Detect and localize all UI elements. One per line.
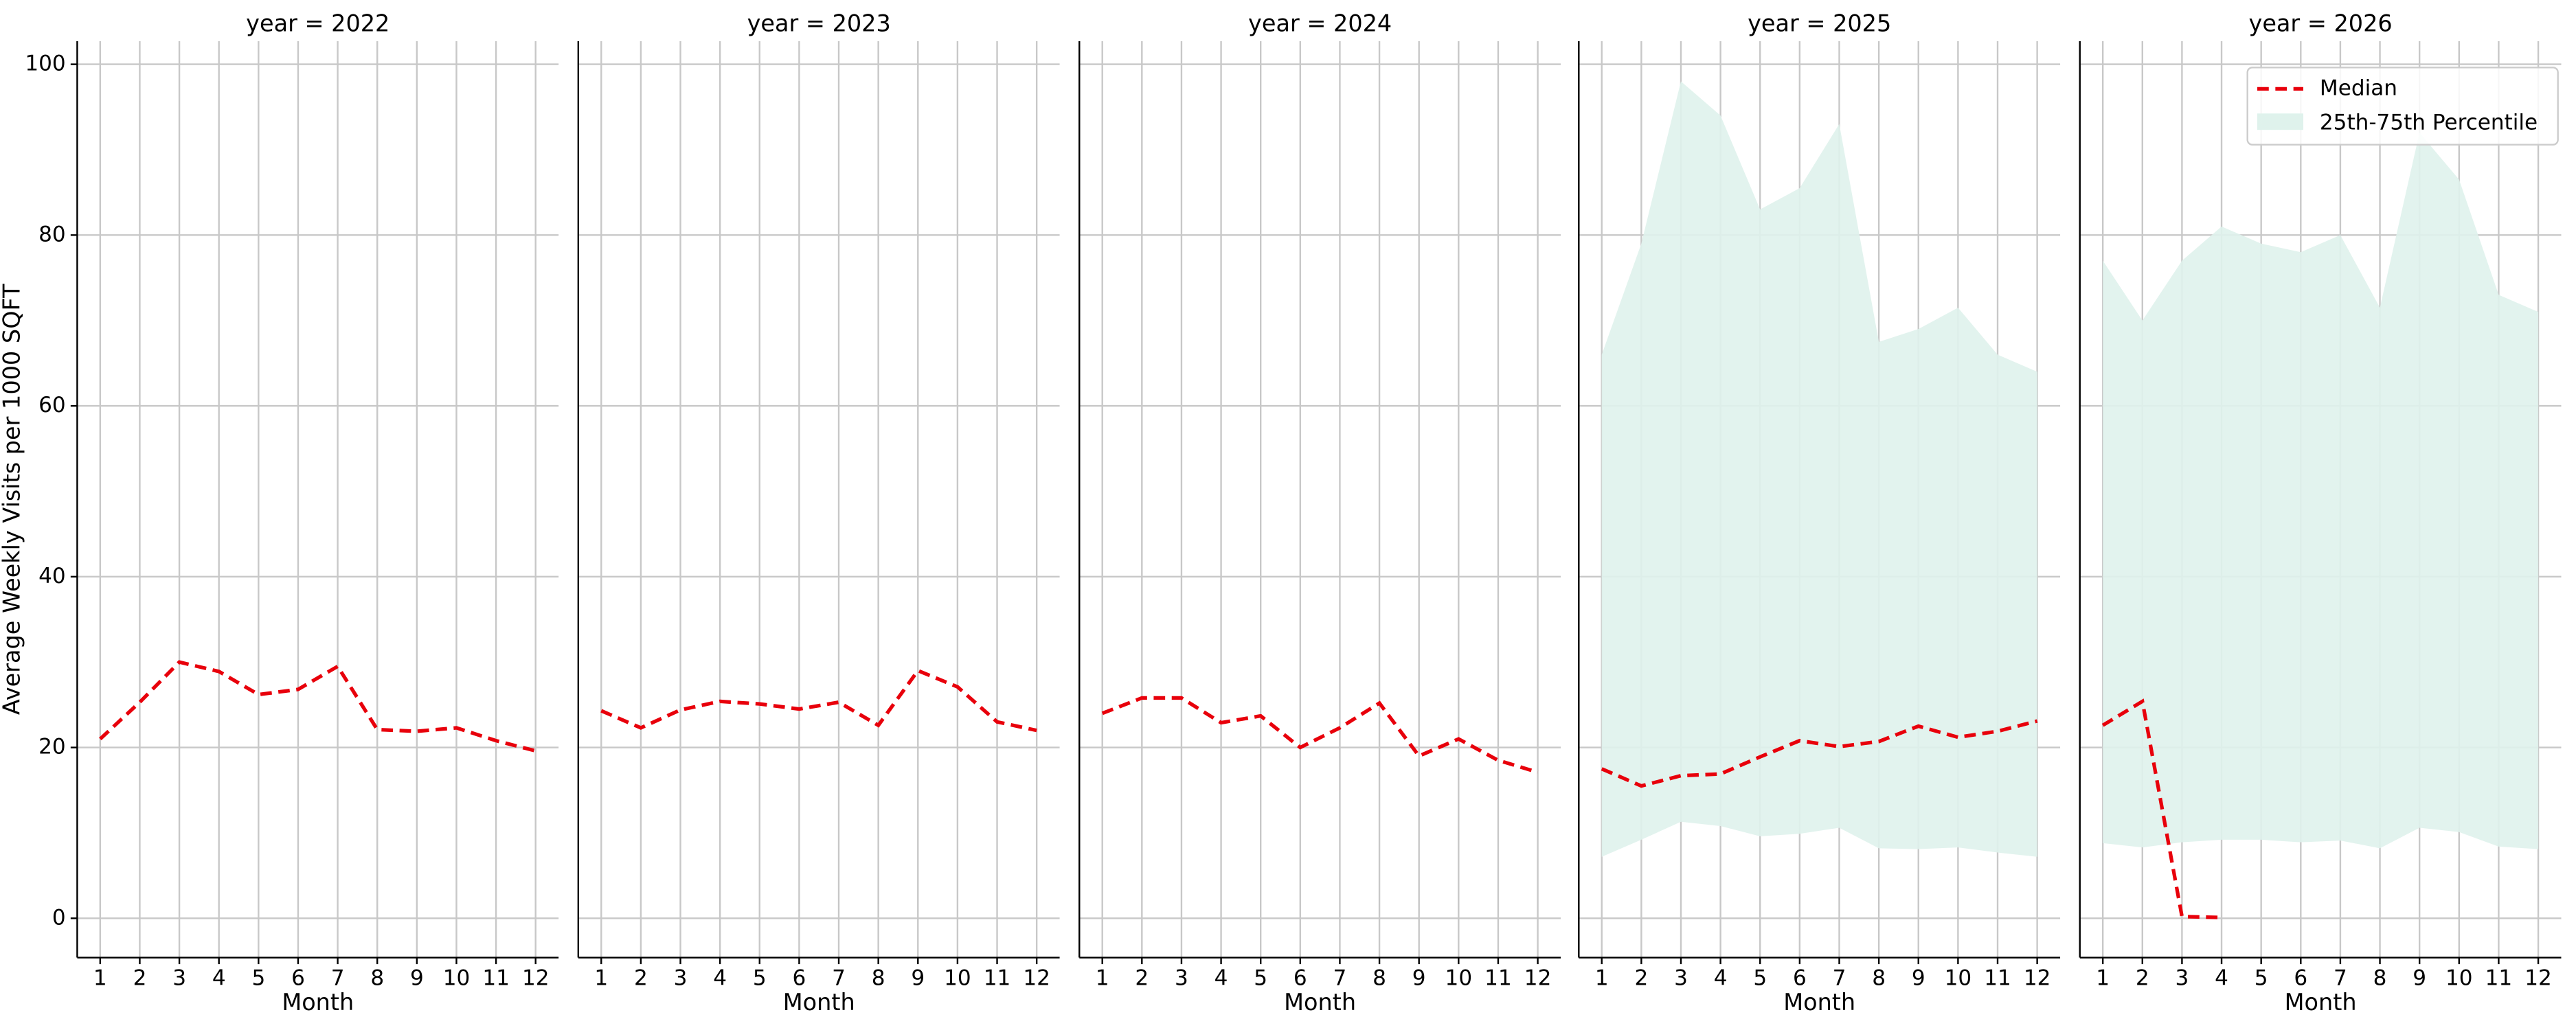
x-tick-label: 3 bbox=[674, 966, 688, 991]
x-tick-label: 2 bbox=[634, 966, 648, 991]
x-tick-label: 7 bbox=[832, 966, 846, 991]
x-tick-label: 9 bbox=[1912, 966, 1925, 991]
panel-title: year = 2025 bbox=[1748, 10, 1891, 37]
x-tick-label: 9 bbox=[1412, 966, 1426, 991]
y-tick-label: 0 bbox=[52, 905, 66, 930]
x-tick-label: 2 bbox=[133, 966, 147, 991]
x-tick-label: 6 bbox=[1793, 966, 1807, 991]
x-tick-label: 1 bbox=[93, 966, 107, 991]
y-tick-label: 40 bbox=[38, 564, 66, 588]
median-line bbox=[600, 668, 1037, 733]
panel-title: year = 2026 bbox=[2249, 10, 2393, 37]
x-tick-label: 3 bbox=[2176, 966, 2189, 991]
x-tick-label: 6 bbox=[291, 966, 305, 991]
x-tick-label: 1 bbox=[594, 966, 608, 991]
x-tick-label: 8 bbox=[370, 966, 384, 991]
y-tick-label: 100 bbox=[25, 52, 65, 76]
x-tick-label: 6 bbox=[792, 966, 806, 991]
x-tick-label: 9 bbox=[2413, 966, 2426, 991]
x-tick-label: 5 bbox=[251, 966, 265, 991]
x-tick-label: 4 bbox=[1714, 966, 1728, 991]
x-tick-label: 12 bbox=[1023, 966, 1050, 991]
x-tick-label: 5 bbox=[1254, 966, 1267, 991]
x-tick-label: 7 bbox=[2334, 966, 2347, 991]
x-tick-label: 8 bbox=[1372, 966, 1386, 991]
x-tick-label: 12 bbox=[522, 966, 550, 991]
x-tick-label: 11 bbox=[1984, 966, 2011, 991]
x-tick-label: 1 bbox=[1096, 966, 1109, 991]
x-tick-label: 5 bbox=[753, 966, 767, 991]
x-tick-label: 2 bbox=[2136, 966, 2149, 991]
percentile-band bbox=[2103, 133, 2539, 849]
median-line bbox=[2101, 698, 2222, 919]
x-tick-label: 11 bbox=[984, 966, 1011, 991]
panel-title: year = 2023 bbox=[747, 10, 891, 37]
x-tick-label: 7 bbox=[1333, 966, 1347, 991]
x-tick-label: 2 bbox=[1135, 966, 1149, 991]
x-tick-label: 5 bbox=[1753, 966, 1767, 991]
y-tick-label: 80 bbox=[38, 222, 66, 247]
y-tick-label: 60 bbox=[38, 393, 66, 417]
percentile-band bbox=[1601, 81, 2037, 857]
median-line bbox=[1101, 696, 1539, 775]
x-tick-label: 7 bbox=[1833, 966, 1846, 991]
legend-label: Median bbox=[2320, 76, 2397, 100]
x-tick-label: 12 bbox=[2524, 966, 2552, 991]
x-axis-label: Month bbox=[783, 989, 855, 1016]
panel-title: year = 2024 bbox=[1248, 10, 1392, 37]
x-tick-label: 9 bbox=[410, 966, 424, 991]
x-tick-label: 8 bbox=[2373, 966, 2387, 991]
x-axis-label: Month bbox=[282, 989, 354, 1016]
x-tick-label: 10 bbox=[1445, 966, 1473, 991]
x-tick-label: 4 bbox=[1214, 966, 1228, 991]
x-tick-label: 10 bbox=[443, 966, 471, 991]
x-tick-label: 1 bbox=[2096, 966, 2110, 991]
panel-title: year = 2022 bbox=[246, 10, 389, 37]
x-tick-label: 8 bbox=[1872, 966, 1886, 991]
median-line bbox=[1601, 719, 2038, 788]
x-tick-label: 5 bbox=[2255, 966, 2268, 991]
y-tick-label: 20 bbox=[38, 735, 66, 759]
x-tick-label: 7 bbox=[331, 966, 345, 991]
x-tick-label: 3 bbox=[172, 966, 186, 991]
x-tick-label: 8 bbox=[872, 966, 885, 991]
x-tick-label: 4 bbox=[212, 966, 226, 991]
x-tick-label: 11 bbox=[1484, 966, 1512, 991]
median-line bbox=[99, 660, 536, 753]
x-tick-label: 6 bbox=[1293, 966, 1307, 991]
x-axis-label: Month bbox=[1783, 989, 1855, 1016]
x-tick-label: 1 bbox=[1595, 966, 1609, 991]
x-tick-label: 11 bbox=[482, 966, 510, 991]
x-tick-label: 4 bbox=[713, 966, 727, 991]
x-tick-label: 10 bbox=[944, 966, 971, 991]
x-tick-label: 10 bbox=[1945, 966, 1972, 991]
x-tick-label: 10 bbox=[2445, 966, 2473, 991]
x-tick-label: 11 bbox=[2485, 966, 2513, 991]
legend-swatch bbox=[2257, 113, 2303, 130]
x-axis-label: Month bbox=[2285, 989, 2357, 1016]
x-tick-label: 9 bbox=[911, 966, 925, 991]
x-tick-label: 3 bbox=[1674, 966, 1688, 991]
x-tick-label: 6 bbox=[2294, 966, 2307, 991]
y-axis-label: Average Weekly Visits per 1000 SQFT bbox=[0, 284, 25, 715]
x-axis-label: Month bbox=[1284, 989, 1356, 1016]
x-tick-label: 12 bbox=[1524, 966, 1552, 991]
legend-box bbox=[2246, 67, 2559, 146]
x-tick-label: 12 bbox=[2024, 966, 2051, 991]
x-tick-label: 3 bbox=[1175, 966, 1188, 991]
x-tick-label: 4 bbox=[2215, 966, 2228, 991]
legend-label: 25th-75th Percentile bbox=[2320, 111, 2538, 135]
legend: Median 25th-75th Percentile bbox=[2246, 67, 2559, 146]
x-tick-label: 2 bbox=[1634, 966, 1648, 991]
